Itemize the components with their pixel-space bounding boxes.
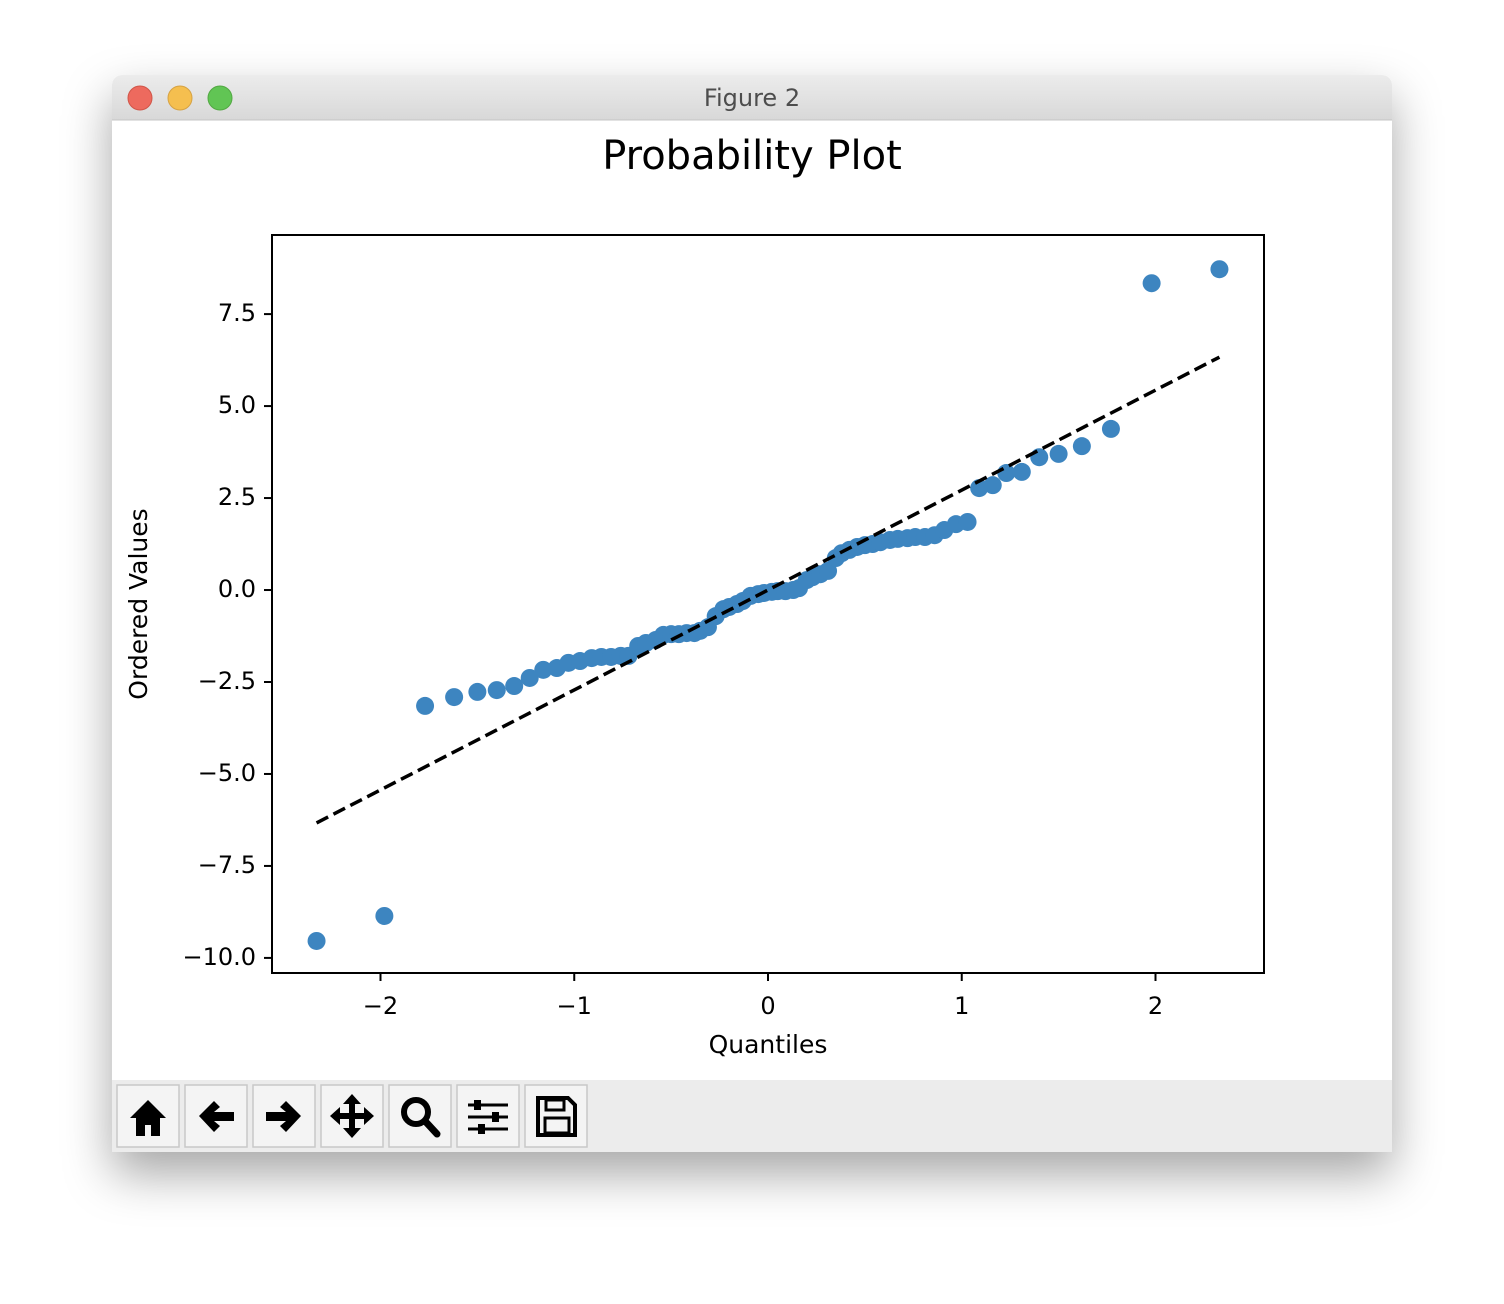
x-tick-label: −2	[363, 992, 398, 1020]
data-point	[375, 906, 394, 925]
data-point	[520, 668, 539, 687]
data-point	[983, 476, 1002, 495]
chart-title: Probability Plot	[602, 133, 902, 179]
pan-button[interactable]	[320, 1084, 384, 1148]
y-tick-label: 0.0	[218, 575, 256, 603]
plot-area	[307, 260, 1229, 950]
data-point	[1012, 462, 1031, 481]
zoom-tool-button[interactable]	[388, 1084, 452, 1148]
close-button[interactable]	[127, 85, 153, 111]
y-tick-label: −2.5	[198, 667, 256, 695]
data-point	[958, 512, 977, 531]
data-point	[997, 464, 1016, 483]
data-point	[1072, 437, 1091, 456]
back-button[interactable]	[184, 1084, 248, 1148]
window-title: Figure 2	[704, 84, 800, 112]
save-button[interactable]	[524, 1084, 588, 1148]
data-point	[534, 660, 553, 679]
data-point	[1101, 419, 1120, 438]
data-point	[505, 677, 524, 696]
data-point	[468, 682, 487, 701]
x-tick-label: 0	[760, 992, 775, 1020]
configure-button[interactable]	[456, 1084, 520, 1148]
forward-button[interactable]	[252, 1084, 316, 1148]
x-tick-label: −1	[557, 992, 592, 1020]
y-tick-label: 5.0	[218, 391, 256, 419]
y-axis-label: Ordered Values	[124, 508, 153, 699]
data-point	[307, 931, 326, 950]
fit-line	[315, 355, 1221, 825]
data-point	[487, 681, 506, 700]
data-point	[445, 688, 464, 707]
home-button[interactable]	[116, 1084, 180, 1148]
data-point	[1049, 444, 1068, 463]
data-point	[970, 479, 989, 498]
x-tick-label: 1	[954, 992, 969, 1020]
y-tick-label: −7.5	[198, 851, 256, 879]
minimize-button[interactable]	[167, 85, 193, 111]
y-tick-label: 2.5	[218, 483, 256, 511]
data-point	[1210, 260, 1229, 279]
x-axis-label: Quantiles	[709, 1030, 828, 1059]
data-point	[1142, 274, 1161, 293]
zoom-button[interactable]	[207, 85, 233, 111]
y-tick-label: −10.0	[182, 943, 256, 971]
y-tick-label: −5.0	[198, 759, 256, 787]
y-tick-label: 7.5	[218, 299, 256, 327]
data-point	[1030, 448, 1049, 467]
title-bar	[112, 75, 1392, 120]
data-point	[416, 696, 435, 715]
x-tick-label: 2	[1148, 992, 1163, 1020]
window	[112, 75, 1392, 1152]
